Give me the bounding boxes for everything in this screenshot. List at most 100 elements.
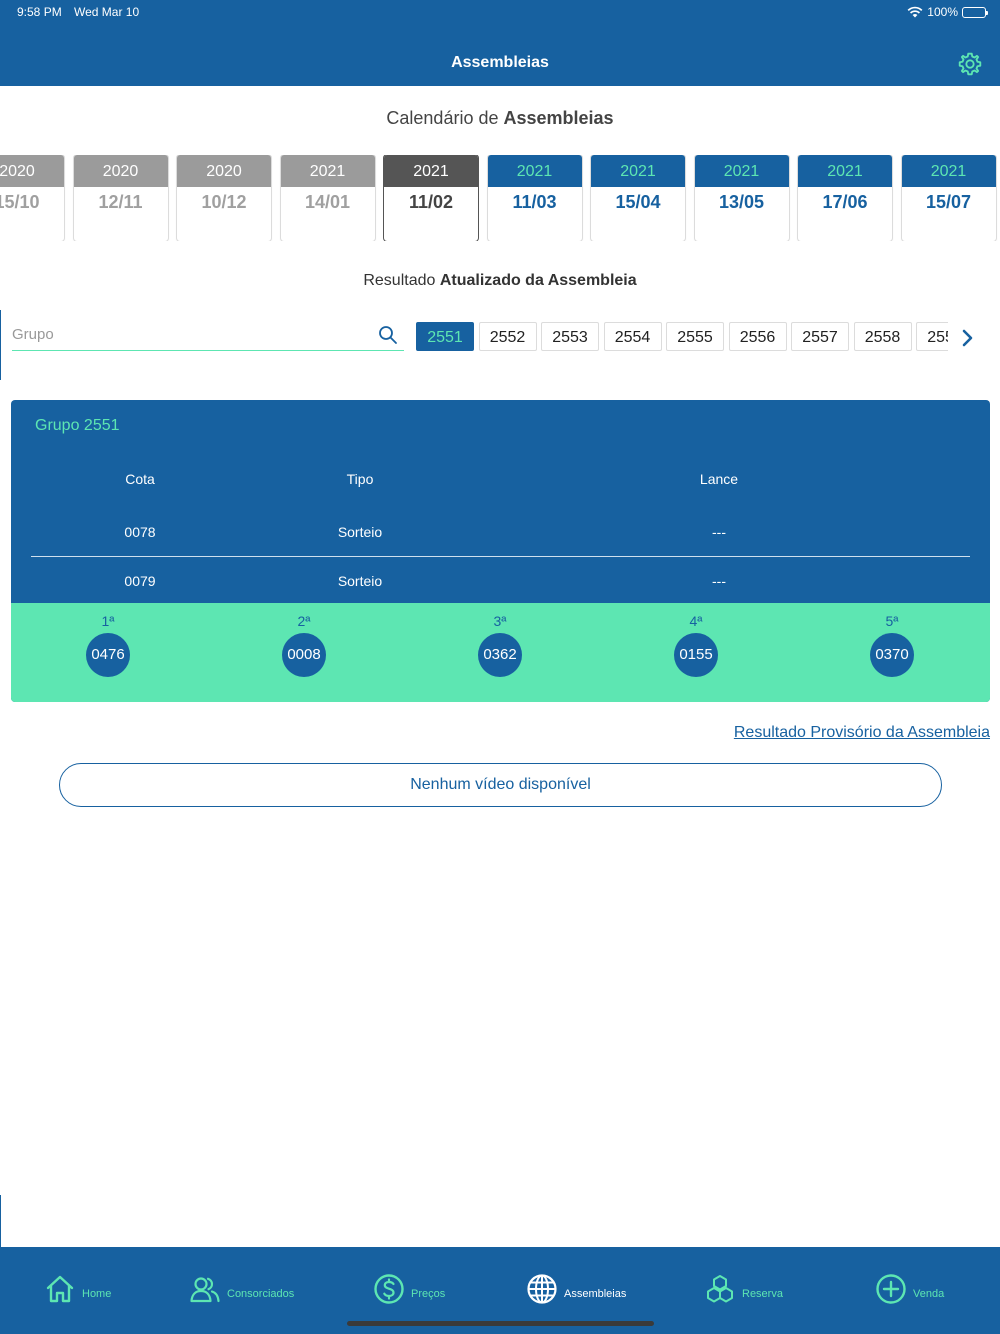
status-date: Wed Mar 10 xyxy=(74,5,140,19)
calendar-date-card[interactable]: 2020 12/11 xyxy=(73,155,168,241)
row-1-lance: --- xyxy=(712,524,726,540)
home-indicator[interactable] xyxy=(347,1321,654,1326)
status-right: 100% xyxy=(907,5,988,19)
tab-venda[interactable]: Venda xyxy=(875,1272,944,1306)
calendar-year: 2021 xyxy=(901,155,996,187)
top-bar: 9:58 PM Wed Mar 10 100% Assembleias xyxy=(0,0,1000,86)
search-icon[interactable] xyxy=(378,325,398,345)
group-chip[interactable]: 2558 xyxy=(853,322,912,351)
hexagons-icon xyxy=(707,1275,733,1303)
left-edge-line xyxy=(0,310,1,380)
row-2-lance: --- xyxy=(712,573,726,589)
tab-label: Preços xyxy=(411,1288,446,1300)
users-icon xyxy=(190,1277,220,1303)
draw-order: 4ª xyxy=(689,613,703,629)
calendar-day: 17/06 xyxy=(822,192,868,212)
group-chips: 255125522553255425552556255725582559 xyxy=(416,322,948,352)
calendar-date-card[interactable]: 2021 14/01 xyxy=(280,155,375,241)
gear-icon[interactable] xyxy=(957,51,983,77)
provisional-result-link[interactable]: Resultado Provisório da Assembleia xyxy=(733,724,990,741)
tab-label: Consorciados xyxy=(227,1288,295,1300)
group-chip[interactable]: 2555 xyxy=(666,322,724,351)
calendar-day: 10/12 xyxy=(201,192,247,212)
home-icon xyxy=(46,1275,74,1303)
row-1-tipo: Sorteio xyxy=(337,524,383,540)
draw-5: 5ª 0370 xyxy=(862,613,922,677)
group-search-input[interactable] xyxy=(12,322,362,346)
tab-reserva[interactable]: Reserva xyxy=(704,1272,783,1306)
draw-number: 0476 xyxy=(86,633,130,677)
globe-icon xyxy=(527,1274,557,1304)
calendar-date-card[interactable]: 2021 11/03 xyxy=(487,155,582,241)
calendar-date-card[interactable]: 2021 17/06 xyxy=(798,155,892,241)
calendar-day: 12/11 xyxy=(98,192,143,212)
calendar-year: 2021 xyxy=(487,155,582,187)
calendar-day: 15/10 xyxy=(0,192,40,212)
row-2-cota: 0079 xyxy=(124,573,156,589)
calendar-date-card[interactable]: 2020 15/10 xyxy=(0,155,64,241)
group-chip[interactable]: 2554 xyxy=(603,322,662,351)
tab-home[interactable]: Home xyxy=(44,1272,111,1306)
draw-number: 0370 xyxy=(870,633,914,677)
calendar-title-bold: Assembleias xyxy=(503,108,614,128)
group-chip[interactable]: 2553 xyxy=(541,322,599,351)
calendar-date-card[interactable]: 2021 11/02 xyxy=(384,155,478,241)
tab-label: Reserva xyxy=(742,1288,783,1300)
group-search xyxy=(12,322,404,351)
tab-label: Venda xyxy=(913,1288,945,1300)
calendar-year: 2020 xyxy=(177,155,271,187)
battery-icon xyxy=(962,6,988,18)
draw-number: 0362 xyxy=(478,633,522,677)
draw-4: 4ª 0155 xyxy=(666,613,726,677)
calendar-year: 2021 xyxy=(591,155,685,187)
status-bar: 9:58 PM Wed Mar 10 100% xyxy=(17,5,988,21)
group-chip[interactable]: 2551 xyxy=(416,322,474,351)
calendar-date-card[interactable]: 2021 15/04 xyxy=(591,155,685,241)
calendar-date-card[interactable]: 2021 13/05 xyxy=(694,155,789,241)
row-divider xyxy=(31,556,970,557)
no-video-button[interactable]: Nenhum vídeo disponível xyxy=(59,763,942,807)
battery-percent: 100% xyxy=(927,5,958,19)
group-chip[interactable]: 2552 xyxy=(478,322,537,351)
calendar-day: 15/07 xyxy=(925,192,972,212)
left-edge-line xyxy=(0,1195,1,1247)
dollar-circle-icon xyxy=(374,1274,404,1304)
tab-label: Assembleias xyxy=(564,1288,627,1300)
draw-number: 0008 xyxy=(282,633,326,677)
calendar-day: 14/01 xyxy=(304,192,351,212)
calendar-date-card[interactable]: 2020 10/12 xyxy=(177,155,271,241)
draw-results: 1ª 0476 2ª 0008 3ª 0362 4ª 0155 5ª 0370 xyxy=(11,603,990,702)
draw-order: 3ª xyxy=(493,613,507,629)
draw-order: 2ª xyxy=(297,613,311,629)
group-chip[interactable]: 2556 xyxy=(728,322,787,351)
calendar-date-card[interactable]: 2021 15/07 xyxy=(901,155,996,241)
calendar-day: 11/02 xyxy=(408,192,454,212)
wifi-icon xyxy=(907,6,923,18)
calendar-year: 2021 xyxy=(694,155,789,187)
draw-order: 1ª xyxy=(101,613,115,629)
header-cota: Cota xyxy=(125,471,155,487)
group-chip[interactable]: 2559 xyxy=(916,322,948,351)
result-title-bold: Atualizado da Assembleia xyxy=(439,272,637,289)
group-chip[interactable]: 2557 xyxy=(791,322,849,351)
result-title: Resultado Atualizado da Assembleia xyxy=(0,272,1000,290)
status-time: 9:58 PM xyxy=(17,5,62,19)
draw-order: 5ª xyxy=(885,613,899,629)
header-tipo: Tipo xyxy=(346,471,374,487)
tab-consorciados[interactable]: Consorciados xyxy=(189,1272,294,1306)
calendar-title: Calendário de Assembleias xyxy=(0,108,1000,129)
calendar-year: 2020 xyxy=(73,155,168,187)
calendar-year: 2021 xyxy=(798,155,892,187)
group-title: Grupo 2551 xyxy=(35,417,120,434)
result-title-prefix: Resultado xyxy=(363,272,440,289)
calendar-year: 2021 xyxy=(280,155,375,187)
tab-assembleias[interactable]: Assembleias xyxy=(526,1272,626,1306)
draw-3: 3ª 0362 xyxy=(470,613,530,677)
row-2-tipo: Sorteio xyxy=(337,573,383,589)
chevron-right-icon[interactable] xyxy=(958,327,978,349)
draw-1: 1ª 0476 xyxy=(78,613,138,677)
calendar-strip[interactable]: 202015/10202012/11202010/12202114/012021… xyxy=(0,155,1000,241)
calendar-day: 13/05 xyxy=(718,192,765,212)
tab-precos[interactable]: Preços xyxy=(373,1272,445,1306)
